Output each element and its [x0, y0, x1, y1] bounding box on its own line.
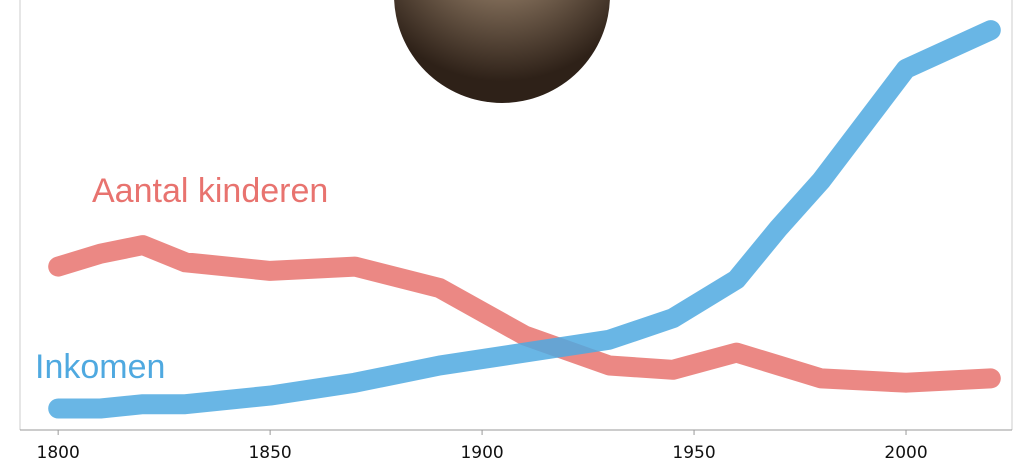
x-tick-label: 1950: [672, 443, 715, 463]
series-label: Inkomen: [35, 348, 165, 386]
x-tick-label: 1850: [248, 443, 291, 463]
x-tick-label: 1800: [37, 443, 80, 463]
portrait-photo: [394, 0, 610, 103]
series-line: [48, 20, 1001, 419]
series-label: Aantal kinderen: [92, 172, 328, 210]
plot: 1800 1850 1900 1950 2000 Aantal kinderen Inkom…: [35, 20, 1001, 463]
x-tick-label: 1900: [460, 443, 503, 463]
series-line: [48, 235, 1001, 393]
x-tick-label: 2000: [884, 443, 927, 463]
